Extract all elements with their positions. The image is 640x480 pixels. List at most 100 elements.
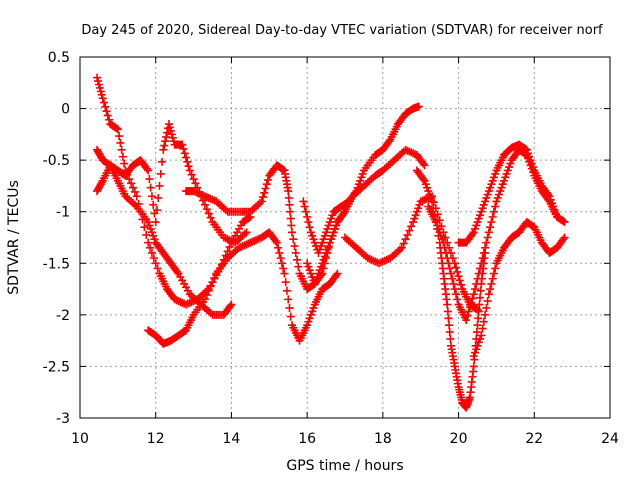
data-point bbox=[285, 303, 294, 312]
data-point bbox=[102, 107, 111, 116]
data-point bbox=[117, 145, 126, 154]
series-7 bbox=[303, 145, 429, 288]
data-point bbox=[282, 286, 291, 295]
data-point bbox=[271, 236, 280, 245]
y-axis-label: SDTVAR / TECUs bbox=[6, 180, 22, 295]
data-point bbox=[472, 328, 481, 337]
data-point bbox=[182, 153, 190, 162]
data-point bbox=[286, 207, 295, 216]
data-point bbox=[479, 317, 488, 326]
data-point bbox=[414, 102, 423, 111]
data-point bbox=[226, 302, 235, 311]
plot-frame bbox=[79, 56, 611, 419]
data-point bbox=[439, 238, 448, 247]
data-point bbox=[559, 235, 568, 244]
data-point bbox=[468, 294, 477, 303]
y-tick-label: -2.5 bbox=[43, 359, 70, 375]
data-point bbox=[272, 238, 281, 247]
data-point bbox=[305, 223, 314, 232]
data-point bbox=[472, 279, 481, 288]
data-point bbox=[276, 254, 285, 263]
data-point bbox=[419, 175, 428, 184]
data-point bbox=[159, 145, 168, 154]
data-point bbox=[264, 175, 273, 184]
data-point bbox=[324, 243, 333, 252]
data-point bbox=[449, 279, 458, 288]
series-3 bbox=[93, 161, 236, 319]
data-point bbox=[151, 218, 160, 227]
data-point bbox=[483, 233, 492, 242]
data-point bbox=[455, 276, 464, 285]
y-tick-label: -1.5 bbox=[43, 256, 70, 272]
data-point bbox=[275, 248, 284, 257]
axis-ticks bbox=[79, 56, 611, 419]
data-point bbox=[482, 303, 491, 312]
data-point bbox=[183, 157, 192, 166]
data-point bbox=[142, 230, 151, 239]
data-point bbox=[435, 216, 444, 225]
y-tick-labels: 0.5 0 -0.5 -1 -1.5 -2 -2.5 -3 bbox=[43, 50, 70, 427]
series-4 bbox=[144, 228, 342, 348]
data-point bbox=[279, 165, 288, 174]
data-point bbox=[284, 193, 293, 202]
data-point bbox=[261, 184, 270, 193]
data-point bbox=[180, 149, 189, 158]
data-point bbox=[479, 248, 488, 257]
chart-title: Day 245 of 2020, Sidereal Day-to-day VTE… bbox=[81, 23, 603, 38]
data-point bbox=[470, 285, 479, 294]
data-point bbox=[484, 290, 493, 299]
data-point bbox=[144, 238, 153, 247]
data-point bbox=[476, 286, 485, 295]
data-point bbox=[257, 197, 266, 206]
data-point bbox=[293, 255, 302, 264]
data-point bbox=[469, 290, 478, 299]
data-point bbox=[286, 312, 295, 321]
y-tick-label: 0.5 bbox=[48, 50, 70, 66]
series-11 bbox=[454, 140, 561, 247]
data-point bbox=[200, 295, 209, 304]
data-point bbox=[443, 254, 452, 263]
data-point bbox=[444, 259, 453, 268]
data-point bbox=[103, 111, 112, 120]
data-point bbox=[155, 181, 164, 190]
data-point bbox=[294, 262, 303, 271]
data-point bbox=[161, 137, 170, 146]
y-tick-label: -0.5 bbox=[43, 153, 70, 169]
data-point bbox=[477, 331, 486, 340]
data-point bbox=[151, 259, 160, 268]
data-point bbox=[303, 212, 312, 221]
data-point bbox=[279, 264, 288, 273]
series-8 bbox=[341, 192, 482, 314]
data-point bbox=[467, 298, 476, 307]
data-point bbox=[473, 305, 482, 314]
data-point bbox=[317, 271, 326, 280]
data-point bbox=[452, 290, 461, 299]
data-point bbox=[440, 243, 449, 252]
data-point bbox=[208, 278, 217, 287]
data-point bbox=[162, 132, 171, 141]
data-points bbox=[93, 73, 569, 412]
x-tick-label: 10 bbox=[71, 431, 89, 447]
data-point bbox=[156, 169, 165, 178]
data-point bbox=[443, 300, 452, 309]
data-point bbox=[486, 223, 495, 232]
data-point bbox=[206, 213, 215, 222]
data-point bbox=[300, 202, 309, 211]
data-point bbox=[403, 230, 412, 239]
data-point bbox=[447, 269, 455, 278]
data-point bbox=[285, 200, 294, 209]
data-point bbox=[489, 207, 498, 216]
data-point bbox=[280, 269, 289, 278]
data-point bbox=[333, 269, 342, 278]
data-point bbox=[98, 94, 107, 103]
data-point bbox=[332, 271, 341, 280]
data-point bbox=[158, 157, 167, 166]
x-tick-label: 14 bbox=[223, 431, 241, 447]
data-point bbox=[242, 228, 251, 237]
data-point bbox=[281, 278, 290, 287]
data-point bbox=[474, 314, 483, 323]
data-point bbox=[445, 321, 454, 330]
grid-lines bbox=[80, 57, 610, 418]
data-point bbox=[397, 243, 406, 252]
